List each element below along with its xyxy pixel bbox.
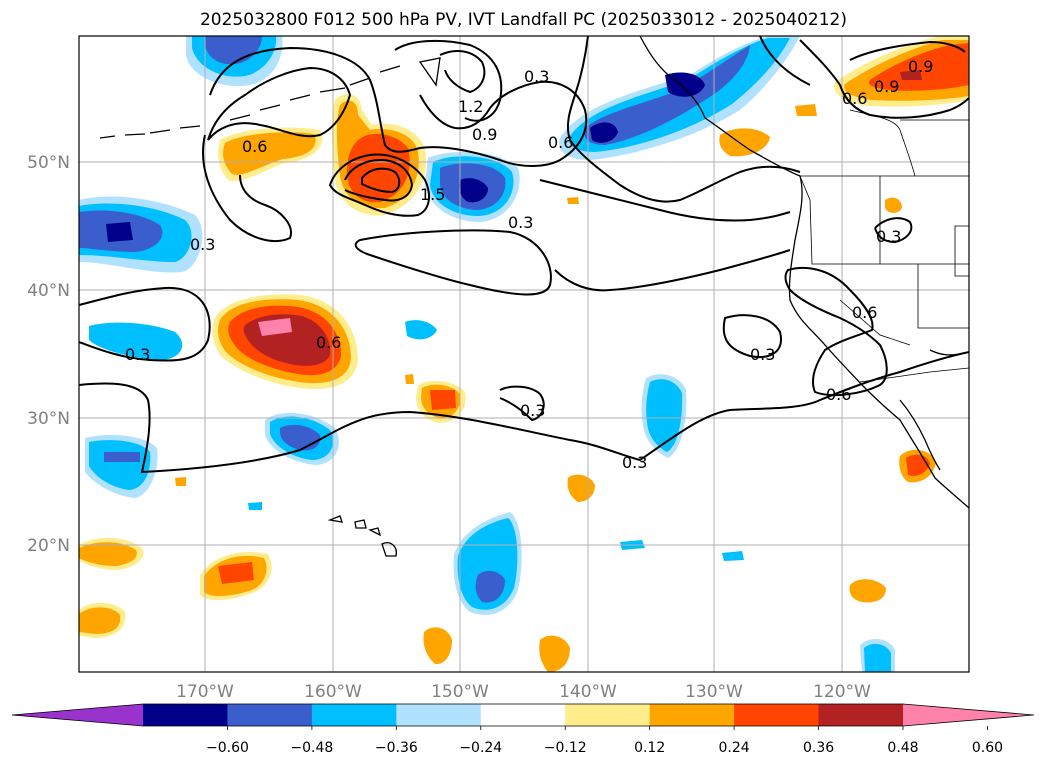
colorbar-tick-label: 0.48 — [887, 740, 918, 756]
contour-label: 0.3 — [524, 67, 549, 86]
contour-label: 0.6 — [548, 133, 573, 152]
longitude-labels: 170°W 160°W 150°W 140°W 130°W 120°W — [176, 682, 871, 702]
map-frame — [78, 35, 970, 673]
colorbar-bin — [311, 704, 397, 726]
contour-label: 0.3 — [508, 213, 533, 232]
lat-label: 20°N — [27, 536, 70, 556]
contour-label: 0.6 — [242, 137, 267, 156]
coastlines — [99, 36, 969, 557]
lon-label: 150°W — [431, 682, 489, 702]
contour-label: 1.2 — [458, 97, 483, 116]
colorbar-tick-label: −0.12 — [544, 740, 587, 756]
contour-label: 0.3 — [622, 453, 647, 472]
pc-contours — [79, 36, 969, 474]
colorbar-bin — [818, 704, 904, 726]
colorbar-tick-label: 0.36 — [803, 740, 834, 756]
contour-label: 0.6 — [316, 333, 341, 352]
lon-label: 160°W — [304, 682, 362, 702]
contour-label: 0.3 — [125, 345, 150, 364]
lat-label: 40°N — [27, 281, 70, 301]
colorbar-tick-label: 0.24 — [719, 740, 750, 756]
colorbar-tick-label: −0.60 — [206, 740, 249, 756]
map-title: 2025032800 F012 500 hPa PV, IVT Landfall… — [199, 10, 847, 30]
colorbar-bin — [480, 704, 566, 726]
lon-label: 140°W — [559, 682, 617, 702]
contour-label: 0.9 — [908, 57, 933, 76]
contour-label: 0.6 — [842, 89, 867, 108]
colorbar-bin — [565, 704, 651, 726]
contour-labels: 0.6 0.9 1.2 0.3 0.3 0.3 0.6 0.3 0.3 0.3 … — [125, 57, 933, 472]
state-borders — [799, 109, 969, 383]
colorbar-bin — [143, 704, 228, 726]
pv-anomaly-fills — [79, 36, 969, 672]
colorbar-tick-label: 0.60 — [972, 740, 1003, 756]
lon-label: 120°W — [813, 682, 871, 702]
colorbar-bin — [734, 704, 820, 726]
colorbar-tick-label: 0.12 — [634, 740, 665, 756]
colorbar-extend-high — [903, 704, 1034, 726]
contour-label: 0.9 — [472, 125, 497, 144]
latitude-labels: 50°N 40°N 30°N 20°N — [27, 153, 70, 556]
contour-label: 0.3 — [876, 227, 901, 246]
contour-label: 0.6 — [826, 385, 851, 404]
colorbar-tick-label: −0.36 — [375, 740, 418, 756]
contour-label: 0.3 — [520, 401, 545, 420]
lat-label: 50°N — [27, 153, 70, 173]
colorbar-bin — [649, 704, 735, 726]
contour-label: 0.3 — [750, 345, 775, 364]
lon-label: 170°W — [176, 682, 234, 702]
colorbar-bin — [227, 704, 313, 726]
lat-label: 30°N — [27, 409, 70, 429]
graticule — [79, 36, 969, 672]
colorbar-outline — [11, 703, 1035, 727]
colorbar-extend-low — [12, 704, 143, 726]
contour-label: 0.9 — [874, 77, 899, 96]
colorbar-bin — [396, 704, 482, 726]
lon-label: 130°W — [685, 682, 743, 702]
colorbar: −0.60 −0.48 −0.36 −0.24 −0.12 0.12 0.24 0.36 0.4… — [11, 703, 1035, 756]
colorbar-tick-label: −0.48 — [290, 740, 333, 756]
contour-label: 0.3 — [190, 235, 215, 254]
contour-label: 1.5 — [420, 185, 445, 204]
colorbar-tick-label: −0.24 — [459, 740, 502, 756]
contour-label: 0.6 — [852, 303, 877, 322]
